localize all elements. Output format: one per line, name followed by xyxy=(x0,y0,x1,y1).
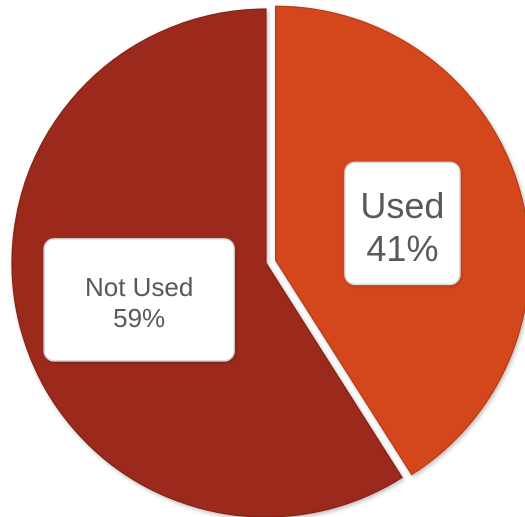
data-label-box xyxy=(43,238,235,362)
slice-value-label: 59% xyxy=(113,303,165,333)
data-label-box xyxy=(344,161,461,286)
slice-value-label: 41% xyxy=(366,228,438,269)
slice-label: Not Used xyxy=(85,272,193,302)
slice-label: Used xyxy=(360,185,444,226)
